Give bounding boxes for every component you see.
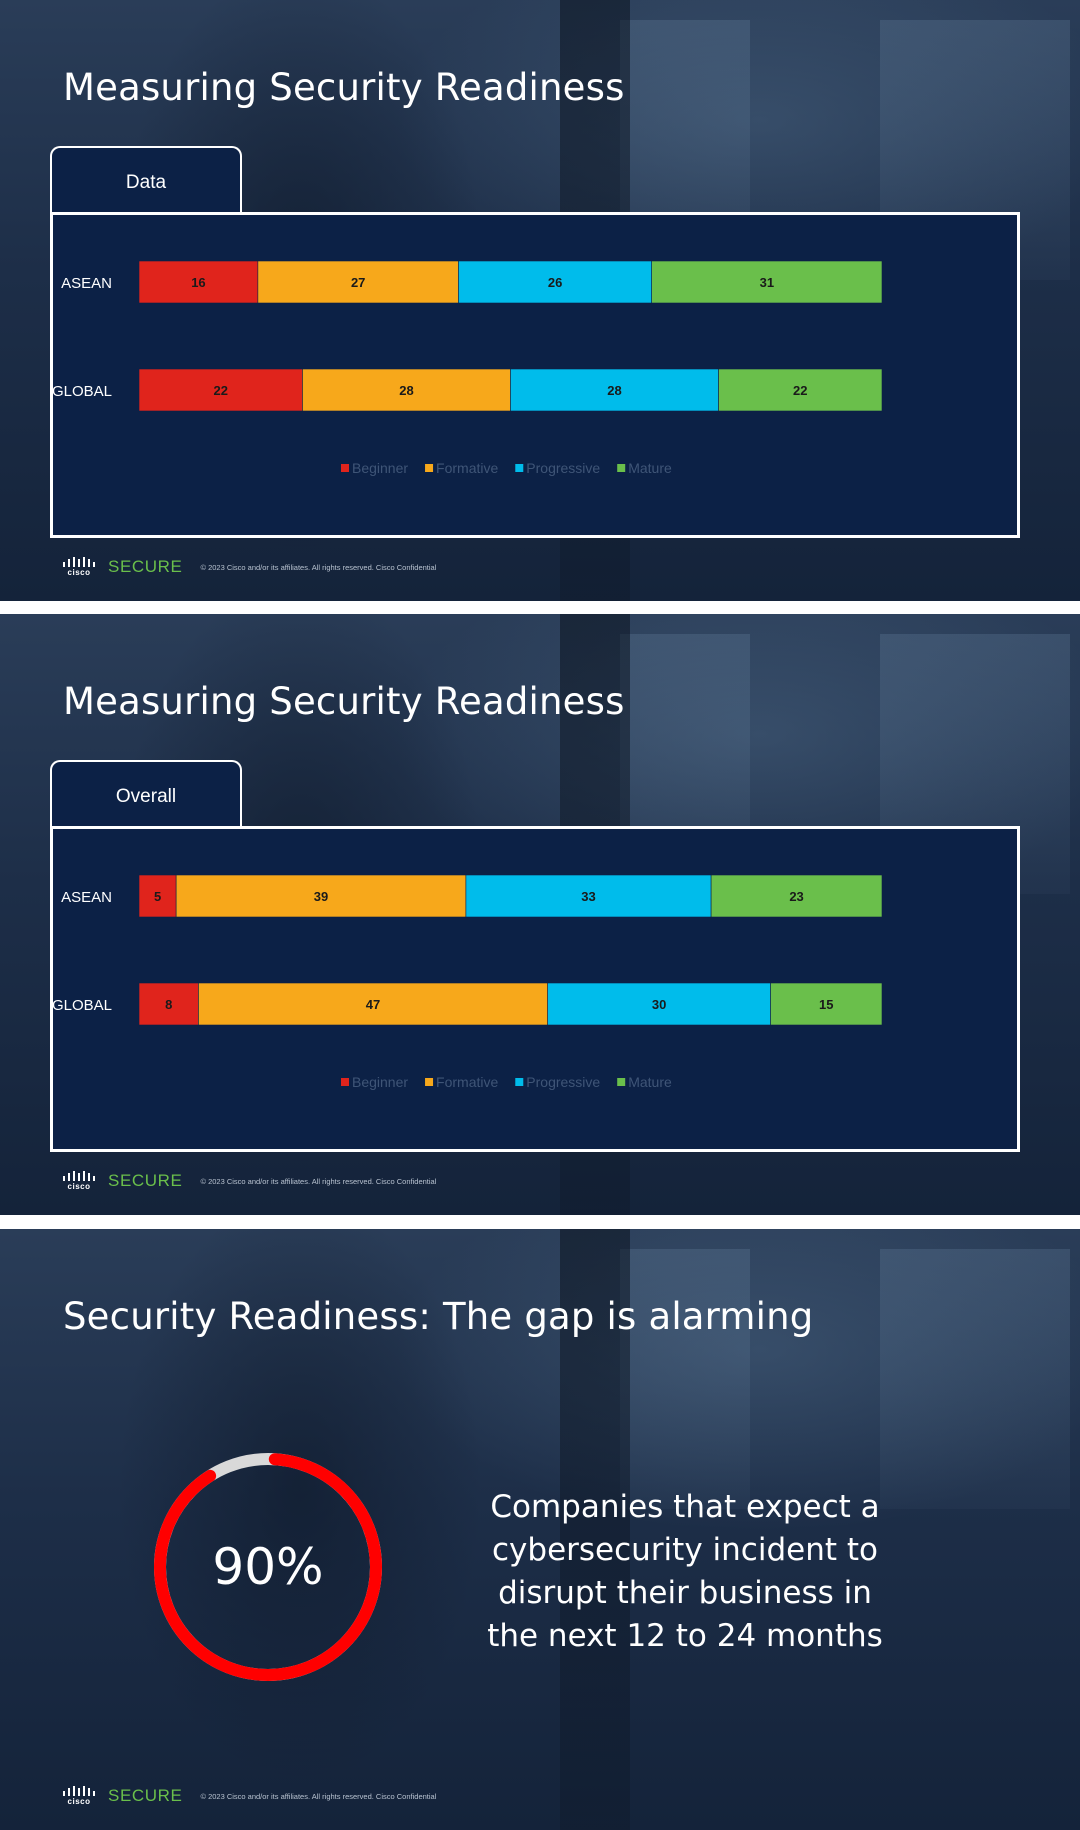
stacked-bar-chart: ASEAN 5 39 33 23 GLOBAL 8 47 30 15 Beginner Formati…: [53, 874, 883, 1090]
data-label: 47: [366, 997, 380, 1012]
category-label: GLOBAL: [53, 997, 112, 1014]
legend-swatch: [341, 464, 349, 472]
legend-swatch: [515, 1078, 524, 1086]
ring-progress: [154, 1453, 382, 1681]
slide-gap: Security Readiness: The gap is alarming …: [0, 1229, 1080, 1830]
legend-swatch: [425, 464, 434, 472]
cisco-logo: cisco: [62, 1786, 96, 1806]
cisco-bars-icon: [63, 557, 95, 567]
legend-label: Formative: [436, 1074, 498, 1090]
data-label: 22: [213, 383, 227, 398]
legend-label: Progressive: [526, 460, 600, 476]
bar-segment-beginner: [138, 368, 303, 412]
secure-label: SECURE: [108, 1171, 183, 1190]
bar-segment-formative: [257, 260, 459, 304]
data-label: 5: [154, 889, 161, 904]
chart-panel: ASEAN 16 27 26 31 GLOBAL 22 28 28 22 Beginner Forma…: [50, 212, 1020, 538]
cisco-bars-icon: [63, 1171, 95, 1181]
cisco-wordmark: cisco: [67, 1797, 91, 1806]
legend-swatch: [425, 1078, 434, 1086]
data-label: 28: [399, 383, 413, 398]
data-label: 39: [314, 889, 328, 904]
data-label: 30: [652, 997, 666, 1012]
cisco-logo: cisco: [62, 1171, 96, 1191]
bar-segment-formative: [302, 368, 511, 412]
footer: cisco SECURE © 2023 Cisco and/or its aff…: [62, 1784, 436, 1808]
footer: cisco SECURE © 2023 Cisco and/or its aff…: [62, 555, 436, 579]
bar-segment-mature: [710, 874, 883, 918]
legend-label: Progressive: [526, 1074, 600, 1090]
legend-swatch: [341, 1078, 349, 1086]
legend-label: Formative: [436, 460, 498, 476]
stat-ring: 90%: [150, 1449, 386, 1685]
chart-panel: ASEAN 5 39 33 23 GLOBAL 8 47 30 15 Beginner Formati…: [50, 826, 1020, 1152]
slide-title: Security Readiness: The gap is alarming: [63, 1295, 814, 1338]
data-label: 33: [581, 889, 595, 904]
stat-description: Companies that expect a cybersecurity in…: [487, 1489, 883, 1654]
bar-segment-progressive: [547, 982, 771, 1026]
bar-segment-formative: [198, 982, 548, 1026]
stat-value: 90%: [212, 1538, 324, 1596]
slide-overall: Measuring Security Readiness Overall ASE…: [0, 614, 1080, 1215]
tab-data[interactable]: Data: [50, 146, 242, 212]
legend-swatch: [515, 464, 524, 472]
secure-label: SECURE: [108, 1786, 183, 1805]
bar-segment-progressive: [510, 368, 719, 412]
data-label: 22: [793, 383, 807, 398]
copyright: © 2023 Cisco and/or its affiliates. All …: [200, 1176, 437, 1186]
bar-segment-progressive: [465, 874, 712, 918]
category-label: ASEAN: [61, 889, 112, 906]
footer: cisco SECURE © 2023 Cisco and/or its aff…: [62, 1169, 436, 1193]
data-label: 27: [351, 275, 365, 290]
data-label: 16: [191, 275, 205, 290]
legend-label: Mature: [628, 460, 672, 476]
data-label: 28: [607, 383, 621, 398]
slide-data: Measuring Security Readiness Data ASEAN 1…: [0, 0, 1080, 601]
tab-overall[interactable]: Overall: [50, 760, 242, 826]
data-label: 8: [165, 997, 172, 1012]
bar-segment-mature: [651, 260, 883, 304]
slide-title: Measuring Security Readiness: [63, 66, 625, 109]
legend-swatch: [617, 1078, 626, 1086]
bar-segment-formative: [175, 874, 467, 918]
category-label: ASEAN: [61, 275, 112, 292]
legend-label: Beginner: [352, 1074, 408, 1090]
cisco-wordmark: cisco: [67, 568, 91, 577]
copyright: © 2023 Cisco and/or its affiliates. All …: [200, 1791, 437, 1801]
data-label: 23: [789, 889, 803, 904]
background-window: [880, 1249, 1070, 1509]
bar-segment-mature: [718, 368, 883, 412]
copyright: © 2023 Cisco and/or its affiliates. All …: [200, 562, 437, 572]
legend-swatch: [617, 464, 626, 472]
data-label: 31: [760, 275, 774, 290]
legend-label: Mature: [628, 1074, 672, 1090]
category-label: GLOBAL: [53, 383, 112, 400]
data-label: 15: [819, 997, 833, 1012]
bar-segment-beginner: [138, 982, 199, 1026]
cisco-logo: cisco: [62, 557, 96, 577]
background-frame: [560, 1229, 630, 1830]
slide-title: Measuring Security Readiness: [63, 680, 625, 723]
cisco-wordmark: cisco: [67, 1182, 91, 1191]
bar-segment-progressive: [458, 260, 652, 304]
background-window: [620, 1249, 750, 1509]
secure-label: SECURE: [108, 557, 183, 576]
data-label: 26: [548, 275, 562, 290]
cisco-bars-icon: [63, 1786, 95, 1796]
stacked-bar-chart: ASEAN 16 27 26 31 GLOBAL 22 28 28 22 Beginner Forma…: [53, 260, 883, 476]
bar-segment-mature: [770, 982, 883, 1026]
donut-ring: [154, 1453, 382, 1681]
legend-label: Beginner: [352, 460, 408, 476]
